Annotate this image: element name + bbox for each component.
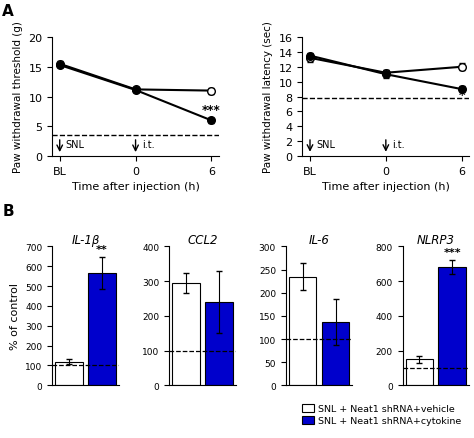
Bar xyxy=(172,283,200,385)
Bar xyxy=(205,302,233,385)
Text: SNL: SNL xyxy=(316,140,335,150)
Y-axis label: % of control: % of control xyxy=(9,283,19,350)
Title: IL-1β: IL-1β xyxy=(71,234,100,247)
Title: NLRP3: NLRP3 xyxy=(417,234,455,247)
Text: i.t.: i.t. xyxy=(142,140,154,149)
Bar xyxy=(289,277,317,385)
X-axis label: Time after injection (h): Time after injection (h) xyxy=(72,182,200,192)
Title: IL-6: IL-6 xyxy=(309,234,329,247)
Text: ***: *** xyxy=(444,247,461,257)
Text: *: * xyxy=(458,89,465,102)
Bar xyxy=(55,362,83,385)
Text: i.t.: i.t. xyxy=(392,140,404,150)
Bar xyxy=(406,360,433,385)
Text: **: ** xyxy=(96,244,108,254)
Text: B: B xyxy=(2,204,14,219)
X-axis label: Time after injection (h): Time after injection (h) xyxy=(322,182,450,192)
Bar xyxy=(322,322,349,385)
Title: CCL2: CCL2 xyxy=(187,234,218,247)
Bar xyxy=(88,274,116,385)
Bar xyxy=(438,268,466,385)
Y-axis label: Paw withdrawal latency (sec): Paw withdrawal latency (sec) xyxy=(263,21,273,173)
Text: ***: *** xyxy=(202,103,221,117)
Legend: SNL + Neat1 shRNA+vehicle, SNL + Neat1 shRNA+cytokine: SNL + Neat1 shRNA+vehicle, SNL + Neat1 s… xyxy=(299,400,465,429)
Text: SNL: SNL xyxy=(66,140,85,149)
Y-axis label: Paw withdrawal threshold (g): Paw withdrawal threshold (g) xyxy=(13,21,23,173)
Text: A: A xyxy=(2,4,14,19)
